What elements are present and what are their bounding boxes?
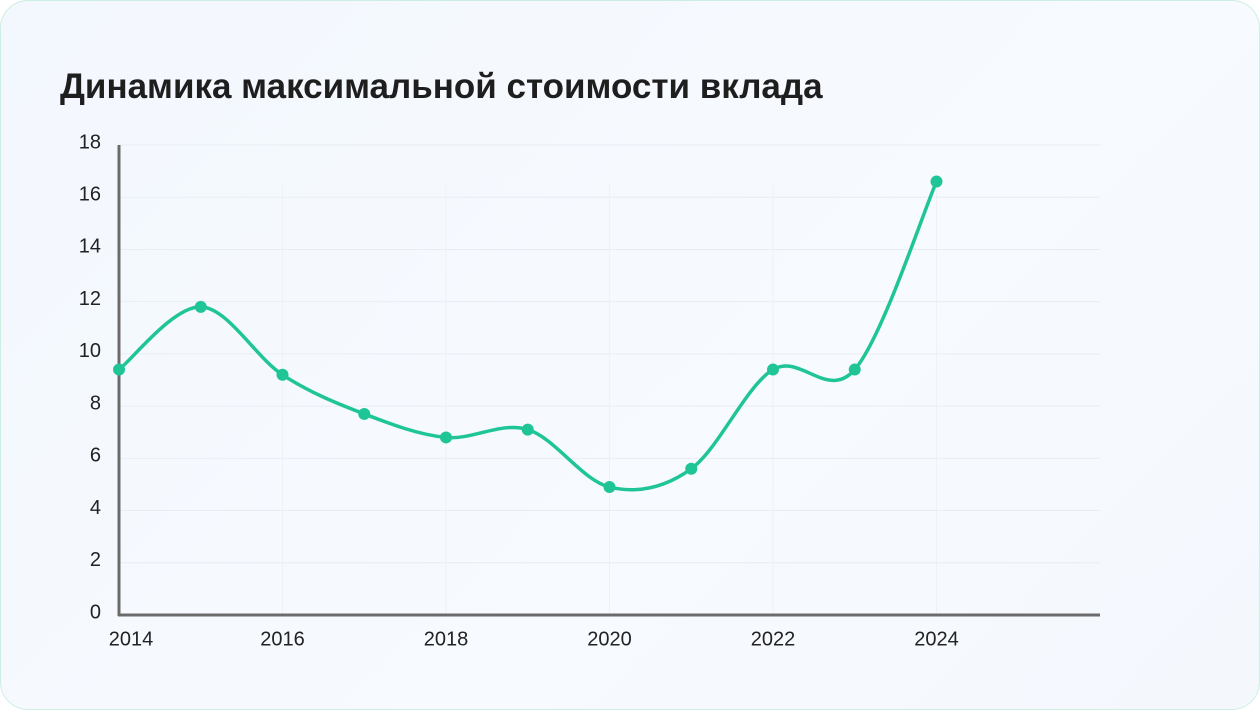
y-tick-label: 2 bbox=[90, 549, 101, 571]
y-tick-label: 16 bbox=[79, 184, 101, 206]
y-tick-label: 4 bbox=[90, 497, 101, 519]
x-tick-label: 2018 bbox=[424, 628, 469, 650]
y-tick-label: 14 bbox=[79, 236, 101, 258]
point bbox=[521, 423, 534, 436]
y-tick-label: 0 bbox=[90, 601, 101, 623]
point bbox=[194, 300, 207, 313]
point bbox=[767, 363, 779, 376]
point bbox=[358, 407, 371, 420]
x-tick-label: 2016 bbox=[260, 628, 305, 650]
x-tick-label: 2022 bbox=[751, 628, 796, 650]
point bbox=[276, 368, 289, 381]
point bbox=[113, 363, 125, 376]
point bbox=[930, 175, 943, 188]
point bbox=[440, 431, 452, 444]
y-tick-label: 6 bbox=[90, 445, 101, 467]
y-tick-label: 18 bbox=[79, 131, 101, 153]
point bbox=[685, 462, 698, 475]
line bbox=[117, 180, 939, 492]
y-tick-label: 10 bbox=[79, 340, 101, 362]
y-tick-label: 8 bbox=[90, 392, 101, 414]
point bbox=[848, 363, 861, 376]
point bbox=[603, 481, 616, 494]
y-tick-label: 12 bbox=[79, 288, 101, 310]
x-tick-label: 2014 bbox=[109, 628, 154, 650]
x-tick-label: 2020 bbox=[587, 628, 632, 650]
x-tick-label: 2024 bbox=[914, 628, 959, 650]
chart-title: Динамика максимальной стоимости вклада bbox=[60, 67, 823, 106]
